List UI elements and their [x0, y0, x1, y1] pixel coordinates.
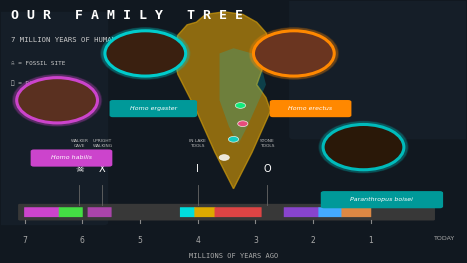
Text: 7: 7 — [22, 236, 27, 245]
Text: Homo erectus: Homo erectus — [289, 105, 333, 110]
Text: STONE
TOOLS: STONE TOOLS — [260, 139, 274, 148]
Text: Homo habilis: Homo habilis — [51, 155, 92, 160]
Text: O U R   F A M I L Y   T R E E: O U R F A M I L Y T R E E — [11, 9, 243, 22]
Text: UPRIGHT
WALKING: UPRIGHT WALKING — [92, 139, 113, 148]
Text: 2: 2 — [311, 236, 315, 245]
FancyBboxPatch shape — [270, 100, 351, 117]
Text: 6: 6 — [80, 236, 85, 245]
Circle shape — [219, 155, 229, 160]
Text: WALKER
CAVE: WALKER CAVE — [71, 139, 88, 148]
FancyBboxPatch shape — [110, 100, 197, 117]
FancyBboxPatch shape — [284, 207, 319, 217]
Circle shape — [323, 124, 404, 170]
FancyBboxPatch shape — [24, 207, 60, 217]
Circle shape — [228, 136, 239, 142]
Text: 5: 5 — [138, 236, 142, 245]
FancyBboxPatch shape — [88, 207, 112, 217]
FancyBboxPatch shape — [0, 12, 108, 225]
Text: ☠ = FOSSIL SITE: ☠ = FOSSIL SITE — [11, 61, 65, 66]
Circle shape — [110, 33, 181, 73]
Text: MILLIONS OF YEARS AGO: MILLIONS OF YEARS AGO — [189, 253, 278, 259]
Circle shape — [235, 103, 246, 108]
Polygon shape — [219, 48, 266, 144]
Text: 4: 4 — [195, 236, 200, 245]
Text: 3: 3 — [253, 236, 258, 245]
Circle shape — [17, 78, 98, 123]
FancyBboxPatch shape — [318, 207, 342, 217]
FancyBboxPatch shape — [59, 207, 83, 217]
FancyBboxPatch shape — [194, 207, 215, 217]
Text: 1: 1 — [368, 236, 373, 245]
Circle shape — [258, 33, 329, 73]
Text: TODAY: TODAY — [434, 236, 455, 241]
Circle shape — [238, 121, 248, 127]
FancyBboxPatch shape — [341, 207, 371, 217]
FancyBboxPatch shape — [214, 207, 262, 217]
Text: I: I — [196, 164, 199, 174]
Text: 7 MILLION YEARS OF HUMAN EVOLUTION: 7 MILLION YEARS OF HUMAN EVOLUTION — [11, 37, 159, 43]
Circle shape — [105, 31, 186, 76]
FancyBboxPatch shape — [289, 0, 467, 139]
Text: IN LAKE
TOOLS: IN LAKE TOOLS — [189, 139, 206, 148]
Circle shape — [328, 127, 399, 167]
Polygon shape — [173, 12, 271, 189]
Text: ☠: ☠ — [75, 164, 84, 174]
Text: Homo ergaster: Homo ergaster — [130, 105, 177, 110]
FancyBboxPatch shape — [321, 191, 443, 208]
FancyBboxPatch shape — [180, 207, 195, 217]
Text: O: O — [263, 164, 271, 174]
Circle shape — [254, 31, 334, 76]
Circle shape — [21, 80, 92, 120]
FancyBboxPatch shape — [18, 204, 435, 220]
FancyBboxPatch shape — [31, 149, 113, 167]
Text: Paranthropus boisei: Paranthropus boisei — [351, 197, 413, 202]
Text: X: X — [99, 164, 106, 174]
Text: ⚪ = RANGE OF SPECIES
      (ESTIMATED): ⚪ = RANGE OF SPECIES (ESTIMATED) — [11, 81, 83, 92]
